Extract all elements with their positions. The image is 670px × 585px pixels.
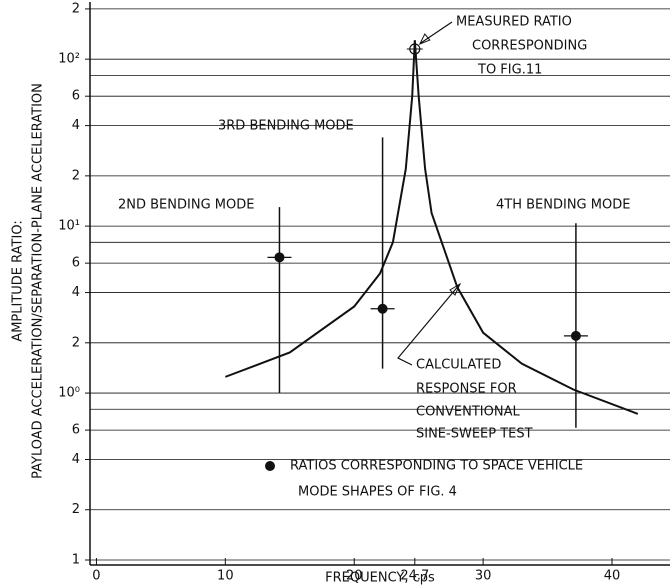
y-tick-label: 10⁰ [58,386,80,401]
x-tick-label: 40 [604,569,621,584]
mode-label: 2ND BENDING MODE [118,198,254,213]
y-axis-label: AMPLITUDE RATIO: [11,220,26,341]
x-axis-label: FREQUENCY, cps [325,571,435,585]
y-tick-label: 4 [72,452,80,467]
measured-annotation: MEASURED RATIO [456,15,572,30]
curve-annotation: RESPONSE FOR [416,382,517,397]
legend-text: RATIOS CORRESPONDING TO SPACE VEHICLE [290,459,583,474]
y-tick-label: 4 [72,285,80,300]
x-tick-label: 20 [346,569,363,584]
measured-annotation: CORRESPONDING [472,39,587,54]
curve-annotation: CALCULATED [416,358,501,373]
leader-line [397,283,461,366]
y-tick-label: 4 [72,118,80,133]
y-tick-label: 6 [72,89,80,104]
y-tick-label: 10¹ [58,219,80,234]
x-tick-label: 0 [92,569,100,584]
response-curve [224,40,639,415]
curve-annotation: SINE-SWEEP TEST [416,427,533,442]
y-axis-label: PAYLOAD ACCELERATION/SEPARATION-PLANE AC… [31,83,46,479]
y-tick-label: 1 [72,553,80,568]
ratio-point [377,303,388,314]
legend-marker [265,461,275,471]
y-tick-label: 6 [72,256,80,271]
measured-annotation: TO FIG.11 [477,63,542,78]
y-tick-label: 2 [72,1,80,16]
mode-label: 3RD BENDING MODE [218,119,354,134]
mode-label: 4TH BENDING MODE [496,198,630,213]
arrowhead [449,282,462,296]
curve-annotation: CONVENTIONAL [416,405,520,420]
ratio-point [570,330,581,341]
arrowhead [418,33,431,45]
y-tick-label: 10² [58,52,80,67]
y-tick-label: 2 [72,168,80,183]
ratio-point [274,252,285,263]
y-tick-label: 2 [72,335,80,350]
x-tick-label: 30 [475,569,492,584]
legend-text: MODE SHAPES OF FIG. 4 [298,485,457,500]
y-tick-label: 6 [72,423,80,438]
x-tick-label: 10 [217,569,234,584]
x-tick-label: 24.7 [400,569,429,584]
leader-line [420,21,453,44]
y-tick-label: 2 [72,502,80,517]
